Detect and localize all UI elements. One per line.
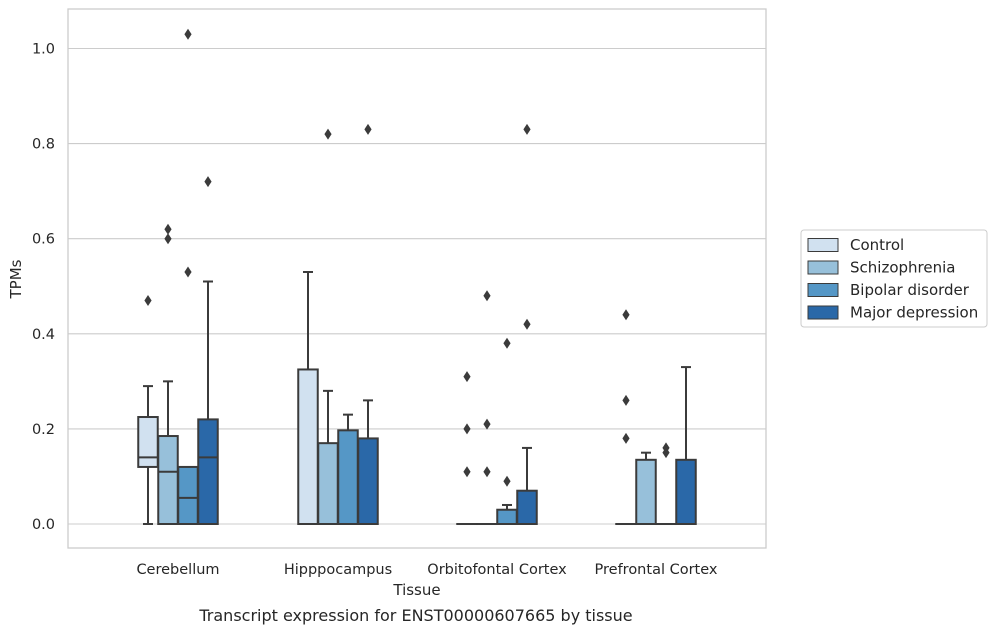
box-1-1 — [318, 129, 338, 524]
y-tick-label: 0.2 — [32, 422, 55, 438]
legend-swatch — [808, 306, 838, 319]
box-1-0 — [298, 272, 318, 524]
chart-caption: Transcript expression for ENST0000060766… — [0, 606, 832, 625]
y-tick-label: 0.4 — [32, 327, 55, 343]
outlier-point — [503, 476, 510, 487]
box-0-1 — [158, 224, 178, 524]
box-2-1 — [477, 290, 497, 524]
box-body — [338, 430, 358, 524]
box-0-2 — [178, 29, 198, 524]
outlier-point — [503, 338, 510, 349]
outlier-point — [622, 309, 629, 320]
box-body — [358, 438, 378, 524]
box-body — [178, 467, 198, 524]
outlier-point — [483, 290, 490, 301]
box-2-2 — [497, 338, 517, 524]
legend-label: Schizophrenia — [850, 259, 955, 277]
outlier-point — [164, 233, 171, 244]
y-tick-label: 0.0 — [32, 517, 55, 533]
outlier-point — [483, 466, 490, 477]
outlier-point — [463, 371, 470, 382]
y-tick-labels: 0.0 0.2 0.4 0.6 0.8 1.0 — [32, 42, 55, 534]
outlier-point — [622, 433, 629, 444]
legend-label: Major depression — [850, 304, 978, 322]
y-axis-label: TPMs — [7, 259, 25, 299]
outlier-point — [463, 466, 470, 477]
x-tick-label: Prefrontal Cortex — [595, 562, 718, 578]
outlier-point — [463, 423, 470, 434]
box-body — [138, 417, 158, 467]
outlier-point — [364, 124, 371, 135]
box-3-2 — [656, 442, 676, 524]
y-tick-label: 0.6 — [32, 232, 55, 248]
box-0-0 — [138, 295, 158, 524]
box-body — [497, 510, 517, 524]
outlier-point — [164, 224, 171, 235]
y-tick-label: 0.8 — [32, 137, 55, 153]
box-plots — [138, 29, 696, 524]
outlier-point — [184, 29, 191, 40]
x-tick-label: Cerebellum — [136, 562, 219, 578]
box-body — [298, 369, 318, 524]
box-body — [198, 419, 218, 524]
outlier-point — [483, 419, 490, 430]
box-3-1 — [636, 453, 656, 524]
box-1-3 — [358, 124, 378, 524]
legend: Control Schizophrenia Bipolar disorder Majo… — [801, 230, 987, 327]
legend-swatch — [808, 239, 838, 252]
x-axis-label: Tissue — [392, 581, 440, 599]
box-1-2 — [338, 415, 358, 524]
legend-label: Control — [850, 236, 904, 254]
box-body — [158, 436, 178, 524]
box-2-3 — [517, 124, 537, 524]
outlier-point — [204, 176, 211, 187]
outlier-point — [184, 266, 191, 277]
outlier-point — [523, 124, 530, 135]
box-body — [676, 460, 696, 524]
outlier-point — [622, 395, 629, 406]
box-2-0 — [457, 371, 477, 524]
legend-label: Bipolar disorder — [850, 281, 970, 299]
box-0-3 — [198, 176, 218, 524]
x-tick-labels: Cerebellum Hipppocampus Orbitofontal Corte… — [136, 562, 717, 578]
x-tick-label: Orbitofontal Cortex — [427, 562, 567, 578]
box-3-3 — [676, 367, 696, 524]
box-body — [636, 460, 656, 524]
box-3-0 — [616, 309, 636, 524]
outlier-point — [523, 319, 530, 330]
box-body — [517, 491, 537, 524]
legend-swatch — [808, 284, 838, 297]
legend-swatch — [808, 261, 838, 274]
outlier-point — [144, 295, 151, 306]
outlier-point — [324, 129, 331, 140]
box-body — [318, 443, 338, 524]
y-tick-label: 1.0 — [32, 42, 55, 58]
x-tick-label: Hipppocampus — [284, 562, 392, 578]
